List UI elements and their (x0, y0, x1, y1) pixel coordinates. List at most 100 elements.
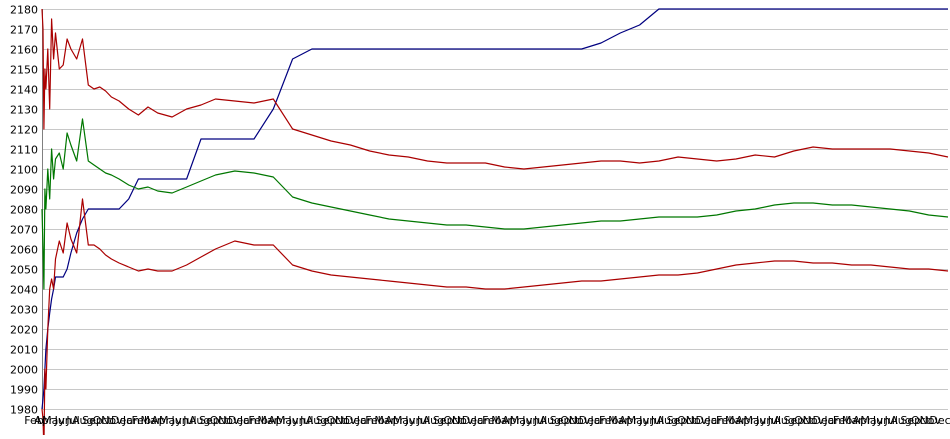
x-tick-label: Feb (716, 414, 735, 427)
x-tick-label: May (393, 414, 416, 427)
x-tick-label: Mar (842, 414, 863, 427)
y-tick-label: 2110 (10, 144, 38, 157)
y-tick-label: 1980 (10, 404, 38, 417)
x-tick-label: Sep (900, 414, 921, 427)
x-tick-label: Jan (239, 414, 257, 427)
x-tick-label: Jun (54, 414, 72, 427)
x-tick-label: Aug (540, 414, 561, 427)
x-tick-label: Jun (521, 414, 539, 427)
y-tick-label: 2100 (10, 164, 38, 177)
x-tick-label: Feb (833, 414, 852, 427)
x-tick-label: Jul (650, 414, 664, 427)
x-tick-label: Apr (619, 414, 639, 427)
y-tick-label: 2140 (10, 84, 38, 97)
y-tick-label: 2000 (10, 364, 38, 377)
x-tick-label: Dec (579, 414, 600, 427)
series-line-3 (41, 118, 949, 290)
x-tick-label: Apr (736, 414, 756, 427)
x-tick-label: Jul (767, 414, 781, 427)
x-tick-label: Mar (141, 414, 162, 427)
x-tick-label: Sep (784, 414, 805, 427)
x-tick-label: Aug (890, 414, 911, 427)
x-tick-label: Jun (171, 414, 189, 427)
series-layer (41, 8, 949, 439)
x-tick-label: Aug (72, 414, 93, 427)
x-tick-labels: FebAprMayJunJulAugSepOctNovDecJanFebMarA… (24, 414, 950, 427)
x-tick-label: Mar (257, 414, 278, 427)
y-tick-label: 2060 (10, 244, 38, 257)
x-tick-label: May (159, 414, 182, 427)
y-tick-label: 2120 (10, 124, 38, 137)
series-line-1 (41, 8, 948, 410)
x-tick-label: Jan (590, 414, 608, 427)
y-tick-label: 2180 (10, 4, 38, 17)
x-tick-label: Oct (93, 414, 113, 427)
x-tick-label: May (510, 414, 533, 427)
x-tick-label: Apr (151, 414, 171, 427)
x-tick-label: Sep (199, 414, 220, 427)
x-tick-label: Dec (345, 414, 366, 427)
x-tick-label: Aug (306, 414, 327, 427)
x-tick-label: Mar (491, 414, 512, 427)
x-tick-label: Jan (122, 414, 140, 427)
x-tick-label: May (276, 414, 299, 427)
x-tick-label: Jul (884, 414, 898, 427)
x-tick-label: May (860, 414, 883, 427)
y-tick-label: 2080 (10, 204, 38, 217)
x-tick-label: Dec (696, 414, 717, 427)
x-tick-label: Mar (725, 414, 746, 427)
x-tick-label: Aug (423, 414, 444, 427)
x-tick-label: Feb (248, 414, 267, 427)
x-tick-label: Nov (920, 414, 942, 427)
x-tick-label: Jun (287, 414, 305, 427)
x-tick-label: Sep (550, 414, 571, 427)
x-tick-label: Apr (502, 414, 522, 427)
x-tick-label: Feb (599, 414, 618, 427)
x-tick-label: Oct (677, 414, 697, 427)
x-tick-label: Mar (374, 414, 395, 427)
x-tick-label: Feb (24, 414, 43, 427)
y-tick-label: 1990 (10, 384, 38, 397)
x-tick-label: Oct (794, 414, 814, 427)
x-tick-label: Nov (686, 414, 708, 427)
y-tick-labels: 1980 1990 2000 2010 2020 2030 2040 2050 2060 2070… (10, 4, 38, 417)
x-tick-label: Aug (189, 414, 210, 427)
y-tick-label: 2070 (10, 224, 38, 237)
x-tick-label: Oct (560, 414, 580, 427)
x-tick-label: Oct (443, 414, 463, 427)
x-tick-label: Jul (65, 414, 79, 427)
y-tick-label: 2010 (10, 344, 38, 357)
x-tick-label: Sep (433, 414, 454, 427)
x-tick-label: May (744, 414, 767, 427)
x-tick-label: Nov (452, 414, 474, 427)
x-tick-label: Sep (316, 414, 337, 427)
y-tick-label: 2150 (10, 64, 38, 77)
x-tick-label: Jul (416, 414, 430, 427)
series-line-2 (41, 8, 949, 170)
series-line-4 (41, 198, 949, 439)
x-tick-label: Jan (356, 414, 374, 427)
y-tick-label: 2020 (10, 324, 38, 337)
x-tick-label: Sep (667, 414, 688, 427)
x-tick-label: May (42, 414, 65, 427)
x-tick-label: Apr (34, 414, 54, 427)
x-tick-label: Jun (872, 414, 890, 427)
x-tick-label: Apr (853, 414, 873, 427)
x-tick-label: Jul (182, 414, 196, 427)
y-tick-label: 2030 (10, 304, 38, 317)
x-tick-label: Dec (462, 414, 483, 427)
x-tick-label: Nov (218, 414, 240, 427)
x-tick-label: Nov (803, 414, 825, 427)
x-tick-label: Oct (210, 414, 230, 427)
x-tick-label: Jun (755, 414, 773, 427)
y-tick-label: 2130 (10, 104, 38, 117)
x-tick-label: Aug (773, 414, 794, 427)
x-tick-label: Jan (706, 414, 724, 427)
y-tick-label: 2160 (10, 44, 38, 57)
x-tick-label: Nov (101, 414, 123, 427)
x-tick-label: Aug (656, 414, 677, 427)
y-tick-label: 2040 (10, 284, 38, 297)
x-tick-label: Apr (268, 414, 288, 427)
x-tick-label: Feb (131, 414, 150, 427)
